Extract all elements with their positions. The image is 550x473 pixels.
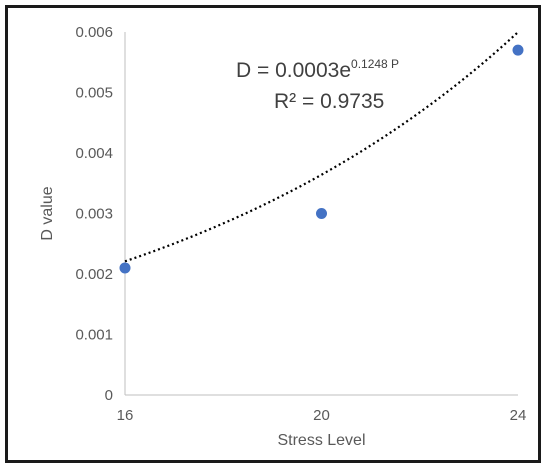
y-tick-label: 0.001 [75, 327, 113, 344]
y-tick-label: 0.006 [75, 24, 113, 41]
x-tick-label: 24 [510, 407, 527, 424]
data-points [119, 44, 524, 274]
y-tick-label: 0 [105, 387, 113, 404]
x-axis-ticks: 16 20 24 [117, 407, 527, 424]
r-squared-label: R² = 0.9735 [274, 90, 384, 113]
chart: 0 0.001 0.002 0.003 0.004 0.005 0.006 16 20 24 D… [39, 24, 527, 449]
y-tick-label: 0.003 [75, 206, 113, 223]
y-axis-ticks: 0 0.001 0.002 0.003 0.004 0.005 0.006 [75, 24, 113, 404]
x-axis-title: Stress Level [277, 432, 365, 449]
chart-frame: 0 0.001 0.002 0.003 0.004 0.005 0.006 16 20 24 D… [5, 5, 541, 463]
x-tick-label: 16 [117, 407, 134, 424]
equation-prefix: D = 0.0003e [236, 59, 351, 82]
data-point [512, 44, 524, 56]
y-tick-label: 0.005 [75, 85, 113, 102]
trendline [124, 31, 519, 263]
x-tick-label: 20 [313, 407, 330, 424]
equation-exponent: 0.1248 P [351, 57, 399, 71]
y-axis-title: D value [39, 186, 56, 240]
y-tick-label: 0.002 [75, 266, 113, 283]
y-tick-label: 0.004 [75, 145, 113, 162]
data-point [119, 262, 131, 274]
trendline-equation: D = 0.0003e0.1248 P [236, 57, 399, 82]
data-point [316, 208, 327, 219]
